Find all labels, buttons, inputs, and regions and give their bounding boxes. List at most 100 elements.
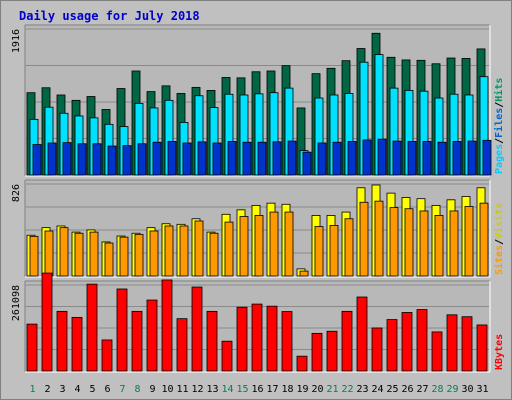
x-tick-label-23: 23 xyxy=(356,384,368,395)
bar-kbytes-27 xyxy=(416,309,428,372)
bar-kbytes-19 xyxy=(296,355,308,372)
bar-pages-13 xyxy=(212,142,222,176)
bar-kbytes-17 xyxy=(266,305,278,372)
bar-kbytes-30 xyxy=(461,316,473,372)
bar-pages-29 xyxy=(452,141,462,176)
bar-pages-30 xyxy=(467,140,477,176)
bar-kbytes-9 xyxy=(146,299,158,372)
bar-sites-18 xyxy=(284,211,294,277)
bar-kbytes-2 xyxy=(41,272,53,372)
x-tick-label-8: 8 xyxy=(134,384,140,395)
bar-sites-16 xyxy=(254,215,264,277)
bar-pages-27 xyxy=(422,141,432,176)
bar-pages-14 xyxy=(227,141,237,176)
x-tick-label-22: 22 xyxy=(341,384,353,395)
y-max-label: 261098 xyxy=(11,285,22,321)
bar-pages-4 xyxy=(77,143,87,176)
bar-sites-20 xyxy=(314,226,324,277)
bar-sites-8 xyxy=(134,233,144,277)
bar-kbytes-8 xyxy=(131,310,143,372)
bar-kbytes-4 xyxy=(71,316,83,372)
bar-pages-10 xyxy=(167,141,177,176)
bar-sites-7 xyxy=(119,236,129,277)
bar-pages-11 xyxy=(182,142,192,176)
bar-sites-19 xyxy=(299,270,309,277)
x-tick-label-25: 25 xyxy=(386,384,398,395)
x-tick-label-1: 1 xyxy=(29,384,35,395)
panel-visits-sites: 826 Sites/Visits xyxy=(11,179,505,278)
x-tick-label-6: 6 xyxy=(104,384,110,395)
bar-sites-25 xyxy=(389,207,399,277)
panels-layer: 1916Pages/Files/Hits826Sites/Visits26109… xyxy=(11,24,505,373)
bar-sites-27 xyxy=(419,210,429,277)
bar-pages-21 xyxy=(332,141,342,176)
bar-kbytes-24 xyxy=(371,327,383,372)
legend-separator: / xyxy=(494,239,505,245)
bar-kbytes-18 xyxy=(281,311,293,372)
x-tick-label-11: 11 xyxy=(176,384,188,395)
bar-kbytes-11 xyxy=(176,318,188,372)
bar-pages-8 xyxy=(137,143,147,176)
legend-visits-sites: Sites/Visits xyxy=(493,203,505,275)
bar-sites-10 xyxy=(164,225,174,277)
bar-kbytes-1 xyxy=(26,323,38,372)
legend-item-files: Files xyxy=(493,108,505,138)
x-tick-label-12: 12 xyxy=(191,384,203,395)
bar-sites-1 xyxy=(29,235,39,277)
bar-sites-24 xyxy=(374,200,384,277)
bar-pages-19 xyxy=(302,151,312,176)
x-tick-label-13: 13 xyxy=(206,384,218,395)
bar-pages-9 xyxy=(152,141,162,176)
bar-sites-23 xyxy=(359,201,369,277)
bar-pages-18 xyxy=(287,140,297,176)
bar-kbytes-14 xyxy=(221,340,233,372)
bar-kbytes-7 xyxy=(116,288,128,372)
legend-separator: / xyxy=(494,138,505,144)
bar-pages-25 xyxy=(392,140,402,176)
bar-kbytes-15 xyxy=(236,306,248,372)
bar-kbytes-13 xyxy=(206,310,218,372)
chart-title: Daily usage for July 2018 xyxy=(19,9,200,23)
bar-kbytes-10 xyxy=(161,279,173,372)
bar-kbytes-5 xyxy=(86,283,98,372)
x-tick-label-2: 2 xyxy=(44,384,50,395)
legend-item-pages: Pages xyxy=(494,144,505,174)
x-tick-label-16: 16 xyxy=(251,384,263,395)
x-tick-label-26: 26 xyxy=(401,384,413,395)
x-tick-label-5: 5 xyxy=(89,384,95,395)
x-tick-label-27: 27 xyxy=(416,384,428,395)
bar-pages-7 xyxy=(122,145,132,176)
x-tick-label-20: 20 xyxy=(311,384,323,395)
bar-pages-31 xyxy=(482,139,492,176)
x-tick-label-17: 17 xyxy=(266,384,278,395)
bar-sites-28 xyxy=(434,215,444,277)
bar-pages-28 xyxy=(437,141,447,176)
legend-item-visits: Visits xyxy=(493,203,505,239)
x-tick-label-14: 14 xyxy=(221,384,233,395)
bar-kbytes-28 xyxy=(431,331,443,372)
bar-kbytes-3 xyxy=(56,310,68,372)
bar-sites-14 xyxy=(224,221,234,277)
bar-sites-4 xyxy=(74,232,84,277)
bar-kbytes-21 xyxy=(326,330,338,372)
bar-sites-29 xyxy=(449,210,459,277)
bar-sites-26 xyxy=(404,208,414,277)
bar-kbytes-12 xyxy=(191,286,203,372)
bar-kbytes-16 xyxy=(251,303,263,372)
legend-text: Sites/Visits xyxy=(493,203,505,275)
legend-item-sites: Sites xyxy=(493,245,505,275)
bar-pages-2 xyxy=(47,142,57,176)
x-tick-label-10: 10 xyxy=(161,384,173,395)
bar-sites-30 xyxy=(464,206,474,277)
bar-sites-12 xyxy=(194,220,204,277)
bar-kbytes-20 xyxy=(311,332,323,372)
bar-pages-23 xyxy=(362,139,372,176)
bar-pages-12 xyxy=(197,141,207,176)
legend-separator: / xyxy=(494,102,505,108)
x-tick-label-15: 15 xyxy=(236,384,248,395)
x-tick-label-19: 19 xyxy=(296,384,308,395)
bar-pages-1 xyxy=(32,144,42,176)
legend-text: Pages/Files/Hits xyxy=(493,78,505,174)
